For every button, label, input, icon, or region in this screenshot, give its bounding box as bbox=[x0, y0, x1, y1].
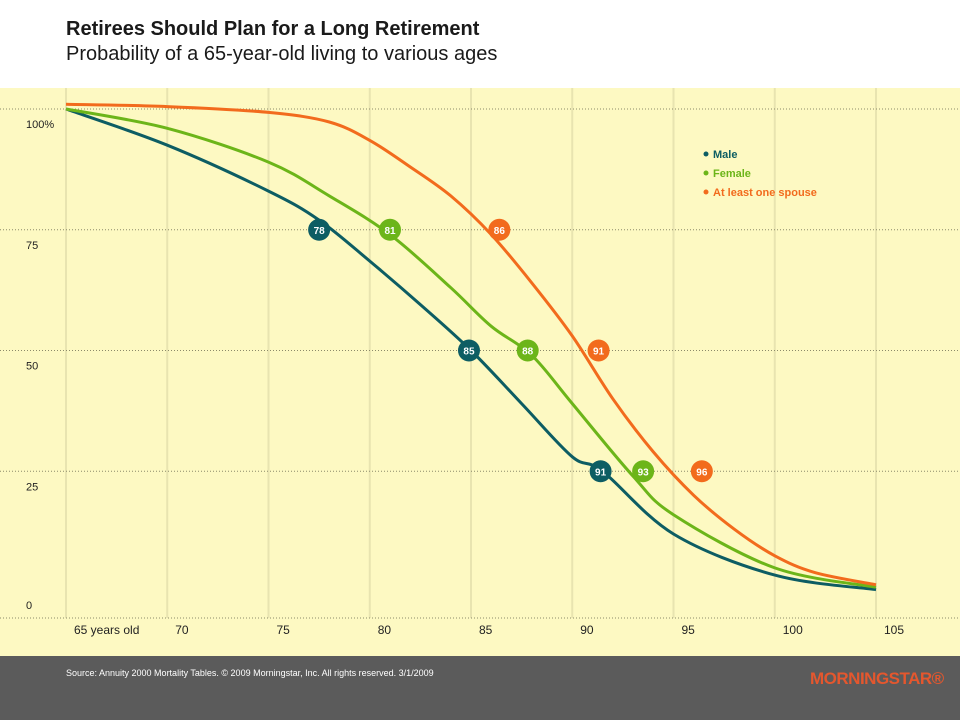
female-marker-label: 88 bbox=[522, 347, 534, 358]
male-marker-label: 91 bbox=[595, 467, 607, 478]
at-least-one-spouse-marker-label: 96 bbox=[696, 467, 708, 478]
y-tick-label: 100% bbox=[26, 119, 54, 131]
legend-label-female: Female bbox=[713, 168, 751, 180]
x-tick-label: 100 bbox=[783, 623, 803, 637]
female-series-line bbox=[65, 107, 877, 589]
legend-bullet-male bbox=[703, 151, 709, 157]
x-tick-label: 65 years old bbox=[74, 623, 139, 637]
at-least-one-spouse-marker bbox=[587, 339, 610, 362]
x-tick-label: 90 bbox=[580, 623, 594, 637]
male-marker bbox=[457, 339, 480, 362]
morningstar-logo: MORNINGSTAR® bbox=[810, 669, 944, 688]
x-tick-label: 75 bbox=[277, 623, 291, 637]
footer: Source: Annuity 2000 Mortality Tables. ©… bbox=[0, 656, 960, 720]
chart-title: Retirees Should Plan for a Long Retireme… bbox=[66, 18, 480, 40]
at-least-one-spouse-marker-label: 86 bbox=[494, 226, 506, 237]
male-marker bbox=[589, 460, 612, 483]
legend-label-male: Male bbox=[713, 149, 737, 161]
female-marker-label: 93 bbox=[638, 467, 650, 478]
male-marker-label: 78 bbox=[314, 226, 326, 237]
female-marker bbox=[516, 339, 539, 362]
survival-probability-chart: 0 25 50 75 100% 65 years old 70 75 80 85 90 95 100 10… bbox=[0, 88, 960, 637]
x-tick-label: 95 bbox=[682, 623, 696, 637]
x-tick-label: 85 bbox=[479, 623, 493, 637]
female-marker-label: 81 bbox=[384, 226, 396, 237]
male-marker bbox=[308, 218, 331, 241]
legend-bullet-at-least-one-spouse bbox=[703, 189, 709, 195]
chart-area: 0 25 50 75 100% 65 years old 70 75 80 85 90 95 100 10… bbox=[0, 88, 960, 656]
x-tick-label: 80 bbox=[378, 623, 392, 637]
at-least-one-spouse-marker bbox=[690, 460, 713, 483]
female-marker bbox=[632, 460, 655, 483]
at-least-one-spouse-marker bbox=[488, 218, 511, 241]
y-tick-label: 0 bbox=[26, 600, 32, 612]
y-tick-label: 25 bbox=[26, 481, 38, 493]
source-note: Source: Annuity 2000 Mortality Tables. ©… bbox=[66, 668, 434, 678]
legend-label-at-least-one-spouse: At least one spouse bbox=[713, 187, 817, 199]
x-tick-label: 70 bbox=[175, 623, 189, 637]
y-tick-label: 50 bbox=[26, 361, 38, 373]
legend-bullet-female bbox=[703, 170, 709, 176]
y-tick-label: 75 bbox=[26, 240, 38, 252]
female-marker bbox=[379, 218, 401, 241]
male-marker-label: 85 bbox=[463, 347, 475, 358]
chart-header: Retirees Should Plan for a Long Retireme… bbox=[0, 0, 960, 88]
chart-subtitle: Probability of a 65-year-old living to v… bbox=[66, 43, 498, 65]
x-tick-label: 105 bbox=[884, 623, 904, 637]
at-least-one-spouse-series-line bbox=[65, 102, 877, 587]
at-least-one-spouse-marker-label: 91 bbox=[593, 347, 605, 358]
